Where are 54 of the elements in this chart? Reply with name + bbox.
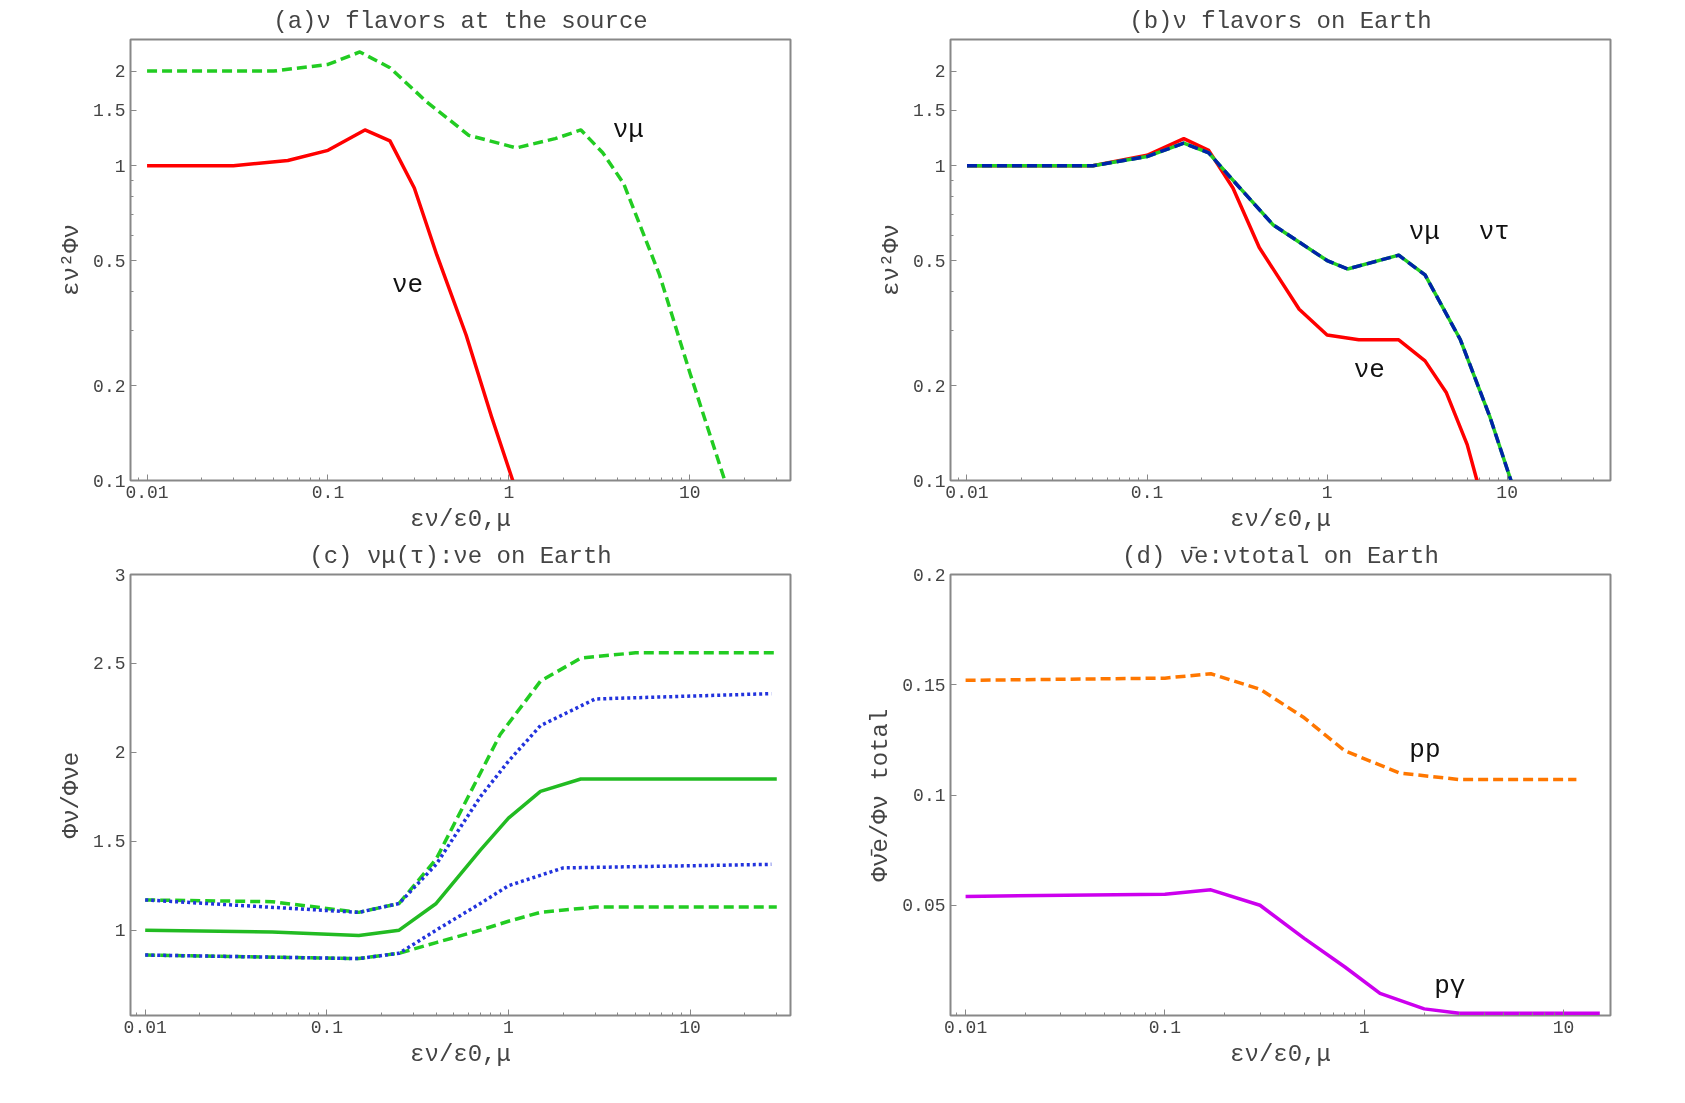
y-tick-label: 0.2 <box>913 376 946 397</box>
y-tick-label: 0.15 <box>902 675 946 696</box>
series-label: pp <box>1409 734 1441 765</box>
series-label: pγ <box>1434 970 1466 1001</box>
x-tick-label: 0.1 <box>310 1017 344 1038</box>
x-axis-title: εν/ε0,μ <box>1230 505 1331 533</box>
y-tick-label: 0.5 <box>913 251 946 272</box>
y-tick-label: 2 <box>934 62 946 83</box>
y-axis-title: Φν/Φνe <box>58 751 86 839</box>
x-tick-label: 0.01 <box>125 482 169 503</box>
y-tick-label: 0.2 <box>93 376 126 397</box>
y-tick-label: 2 <box>114 743 126 764</box>
y-tick-label: 0.2 <box>913 565 946 586</box>
x-tick-label: 0.1 <box>1130 482 1164 503</box>
y-tick-label: 1 <box>114 156 126 177</box>
x-tick-label: 10 <box>1496 482 1518 503</box>
x-tick-label: 0.01 <box>945 482 989 503</box>
y-tick-label: 3 <box>114 565 126 586</box>
y-tick-label: 0.1 <box>913 786 946 806</box>
y-tick-label: 0.05 <box>902 896 946 917</box>
chart-title: (b)ν flavors on Earth <box>1129 7 1432 35</box>
chart-title: (c) νμ(τ):νe on Earth <box>309 542 612 570</box>
x-axis-title: εν/ε0,μ <box>410 1040 511 1068</box>
x-axis-title: εν/ε0,μ <box>1230 1040 1331 1068</box>
y-tick-label: 2 <box>114 62 126 83</box>
y-tick-label: 2.5 <box>93 654 126 675</box>
chart-title: (a)ν flavors at the source <box>273 7 648 35</box>
x-tick-label: 0.01 <box>943 1017 988 1038</box>
y-tick-label: 1.5 <box>93 832 126 853</box>
x-tick-label: 0.1 <box>311 482 345 503</box>
x-tick-label: 10 <box>1552 1017 1575 1038</box>
series-label: νe <box>391 270 424 301</box>
y-tick-label: 1.5 <box>93 101 126 122</box>
x-tick-label: 0.1 <box>1148 1017 1182 1038</box>
y-tick-label: 1.5 <box>913 101 946 122</box>
series-label: νμ <box>1408 217 1440 248</box>
x-axis-title: εν/ε0,μ <box>410 505 511 533</box>
x-tick-label: 1 <box>503 482 515 503</box>
chart-title: (d) ν̄e:νtotal on Earth <box>1122 542 1439 570</box>
x-tick-label: 0.01 <box>123 1017 167 1038</box>
x-tick-label: 1 <box>1358 1017 1370 1038</box>
x-tick-label: 10 <box>679 482 701 503</box>
y-tick-label: 1 <box>934 156 946 177</box>
text: ντ <box>1478 217 1510 248</box>
y-axis-title: εν²Φν <box>878 223 906 297</box>
x-tick-label: 1 <box>1321 482 1333 503</box>
series-label: νe <box>1353 354 1385 385</box>
x-tick-label: 10 <box>679 1017 701 1038</box>
y-axis-title: Φν̄e/Φν total <box>867 708 895 882</box>
y-axis-title: εν²Φν <box>58 223 86 297</box>
x-tick-label: 1 <box>503 1017 514 1038</box>
series-label: νμ <box>612 114 644 145</box>
y-tick-label: 0.5 <box>93 251 126 272</box>
y-tick-label: 1 <box>114 921 126 942</box>
